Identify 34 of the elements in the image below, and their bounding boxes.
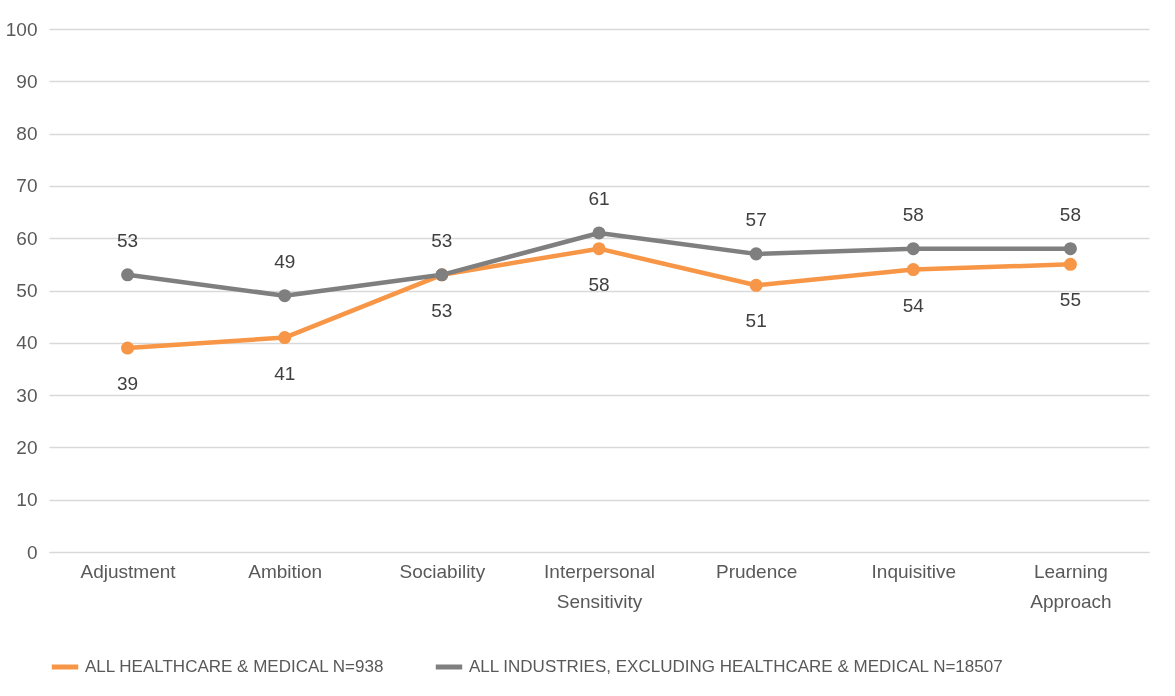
y-tick-label: 100 bbox=[5, 18, 38, 40]
y-tick-label: 20 bbox=[16, 436, 38, 458]
data-label: 49 bbox=[274, 250, 296, 272]
y-tick-label: 50 bbox=[16, 280, 38, 301]
y-tick-label: 60 bbox=[16, 227, 38, 249]
data-label: 57 bbox=[745, 208, 767, 230]
x-tick-label: Prudence bbox=[715, 560, 798, 582]
y-tick-label: 10 bbox=[16, 489, 38, 511]
data-label: 39 bbox=[117, 373, 139, 395]
y-tick-label: 80 bbox=[16, 123, 38, 145]
data-label: 51 bbox=[745, 310, 767, 332]
data-label: 54 bbox=[902, 294, 925, 316]
data-label: 41 bbox=[274, 362, 296, 384]
x-tick-label: Ambition bbox=[248, 560, 323, 582]
data-label: 58 bbox=[1059, 203, 1081, 225]
legend-label: ALL HEALTHCARE & MEDICAL N=938 bbox=[85, 657, 384, 676]
data-label: 53 bbox=[431, 229, 453, 251]
data-label: 58 bbox=[588, 273, 610, 295]
y-tick-label: 40 bbox=[16, 332, 38, 354]
data-label: 58 bbox=[902, 203, 924, 225]
data-label: 53 bbox=[117, 229, 139, 251]
y-tick-label: 30 bbox=[16, 384, 38, 406]
x-tick-label: Learning Approach bbox=[1030, 560, 1112, 612]
x-tick-label: Sociability bbox=[399, 560, 486, 582]
data-label: 53 bbox=[431, 299, 453, 321]
y-tick-label: 90 bbox=[16, 70, 38, 92]
y-tick-label: 70 bbox=[16, 175, 38, 197]
data-label: 61 bbox=[588, 187, 610, 209]
x-tick-label: Adjustment bbox=[80, 560, 177, 582]
x-tick-label: Inquisitive bbox=[871, 560, 957, 582]
data-label: 55 bbox=[1059, 289, 1081, 311]
y-tick-label: 0 bbox=[26, 541, 38, 563]
x-tick-label: Interpersonal Sensitivity bbox=[544, 560, 655, 612]
legend-label: ALL INDUSTRIES, EXCLUDING HEALTHCARE & MEDICAL N=18507 bbox=[469, 657, 1003, 676]
